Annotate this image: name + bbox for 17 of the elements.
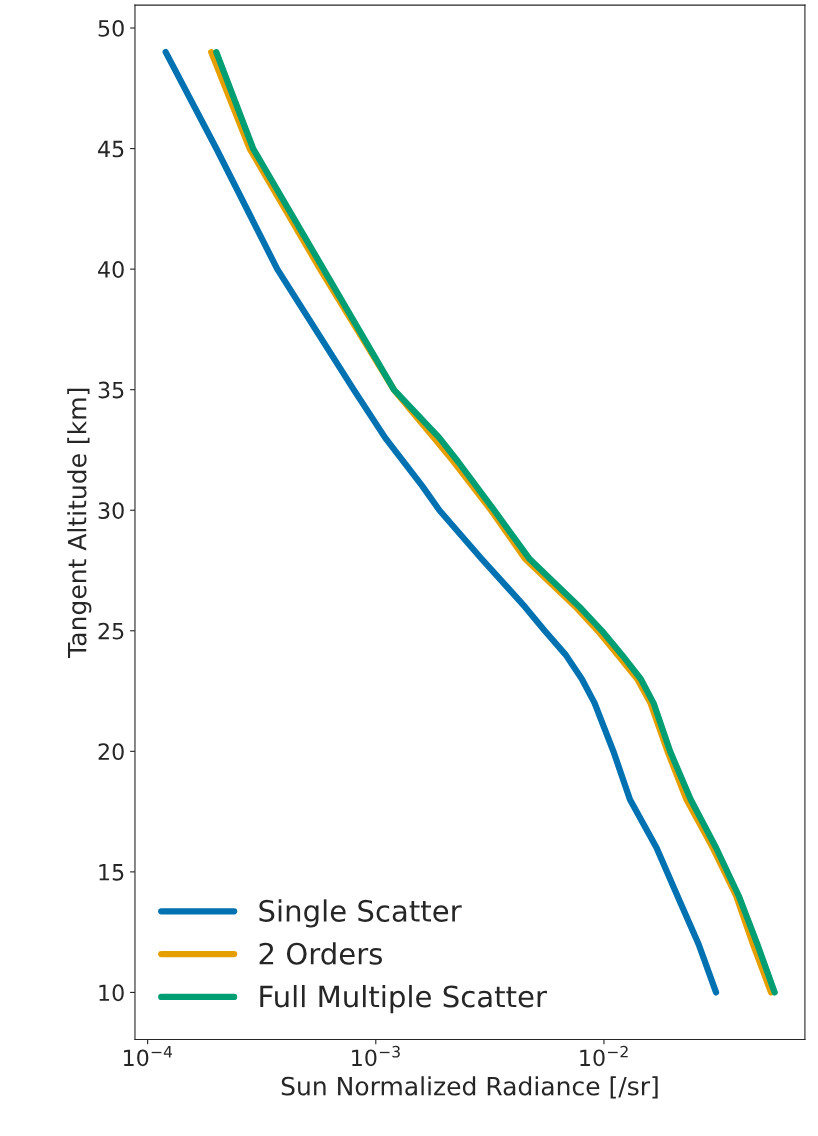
y-tick-label: 15 bbox=[99, 864, 124, 881]
y-tick-label: 35 bbox=[98, 381, 124, 399]
x-axis-title: Sun Normalized Radiance [/sr] bbox=[281, 1076, 658, 1099]
y-tick-label: 20 bbox=[98, 743, 124, 761]
legend-label: Single Scatter bbox=[259, 899, 462, 928]
legend-label: Full Multiple Scatter bbox=[260, 984, 547, 1014]
y-tick-label: 10 bbox=[99, 984, 124, 1002]
y-tick-label: 40 bbox=[98, 261, 124, 278]
x-tick-label: 10$^{−4}$ bbox=[123, 1046, 173, 1067]
y-axis-title: Tangent Altitude [km] bbox=[67, 388, 92, 658]
y-tick-label: 45 bbox=[98, 140, 124, 158]
legend-label: 2 Orders bbox=[259, 942, 382, 965]
y-tick-label: 30 bbox=[98, 502, 124, 519]
x-tick-label: 10$^{−3}$ bbox=[352, 1045, 400, 1067]
y-tick-label: 25 bbox=[98, 622, 124, 640]
y-tick-label: 50 bbox=[98, 19, 124, 37]
x-tick-label: 10$^{−2}$ bbox=[580, 1045, 628, 1067]
